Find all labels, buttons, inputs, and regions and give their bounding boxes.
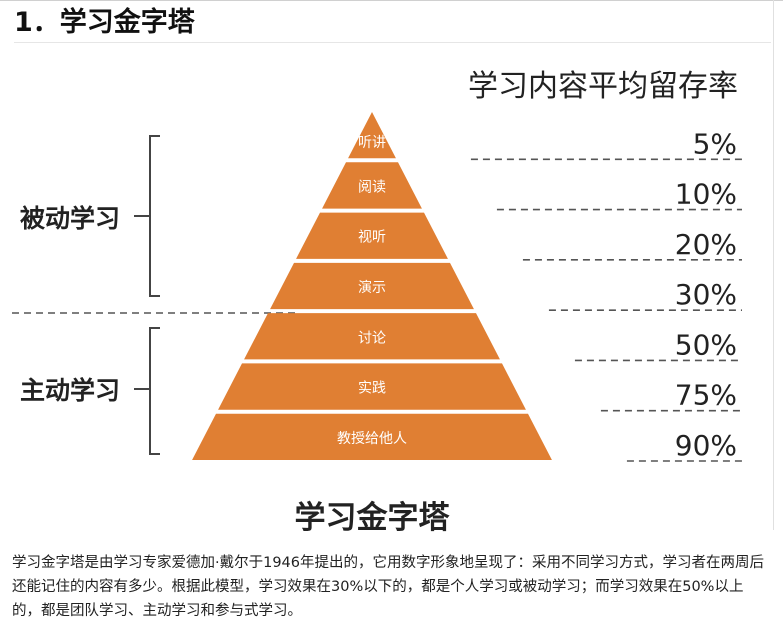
pyramid-level-label: 实践	[358, 381, 386, 397]
pyramid-level-label: 演示	[358, 280, 386, 296]
pyramid-level-7	[192, 413, 552, 460]
pyramid-levels: 听讲 5% 阅读 10% 视听 20% 演示 30% 讨论 50% 实践 75% 教授给他人 90%	[192, 112, 742, 462]
pyramid-level-label: 视听	[358, 230, 386, 246]
retention-value: 20%	[675, 228, 737, 261]
pyramid-level-5	[244, 313, 500, 360]
pyramid-level-2	[322, 162, 422, 209]
retention-value: 75%	[675, 379, 737, 412]
passive-group-label: 被动学习	[20, 204, 120, 233]
pyramid-level-4	[270, 262, 474, 310]
description-paragraph: 学习金字塔是由学习专家爱德加·戴尔于1946年提出的，它用数字形象地呈现了：采用…	[12, 555, 765, 619]
pyramid-level-label: 讨论	[358, 330, 386, 346]
pyramid-level-label: 教授给他人	[337, 431, 407, 447]
learning-pyramid-diagram: 学习内容平均留存率 被动学习 主动学习 听讲 5% 阅读 10% 视听 20% 演示 30% 讨…	[12, 69, 742, 536]
passive-group-bracket	[149, 135, 160, 297]
heading-divider	[14, 42, 771, 43]
active-group-label: 主动学习	[20, 376, 120, 405]
pyramid-level-label: 阅读	[358, 178, 386, 195]
pyramid-level-6	[218, 363, 526, 410]
retention-value: 90%	[675, 429, 737, 462]
section-heading: 1．学习金字塔	[14, 7, 195, 38]
retention-value: 10%	[675, 178, 737, 211]
retention-header: 学习内容平均留存率	[468, 69, 738, 104]
right-border	[773, 0, 774, 530]
pyramid-level-3	[296, 212, 448, 259]
retention-value: 30%	[675, 278, 737, 311]
retention-value: 5%	[693, 127, 737, 160]
retention-value: 50%	[675, 328, 737, 361]
active-group-bracket	[149, 327, 160, 455]
pyramid-level-1	[348, 112, 396, 159]
diagram-caption: 学习金字塔	[295, 500, 451, 536]
pyramid-level-label: 听讲	[358, 135, 386, 151]
top-border	[0, 0, 783, 1]
